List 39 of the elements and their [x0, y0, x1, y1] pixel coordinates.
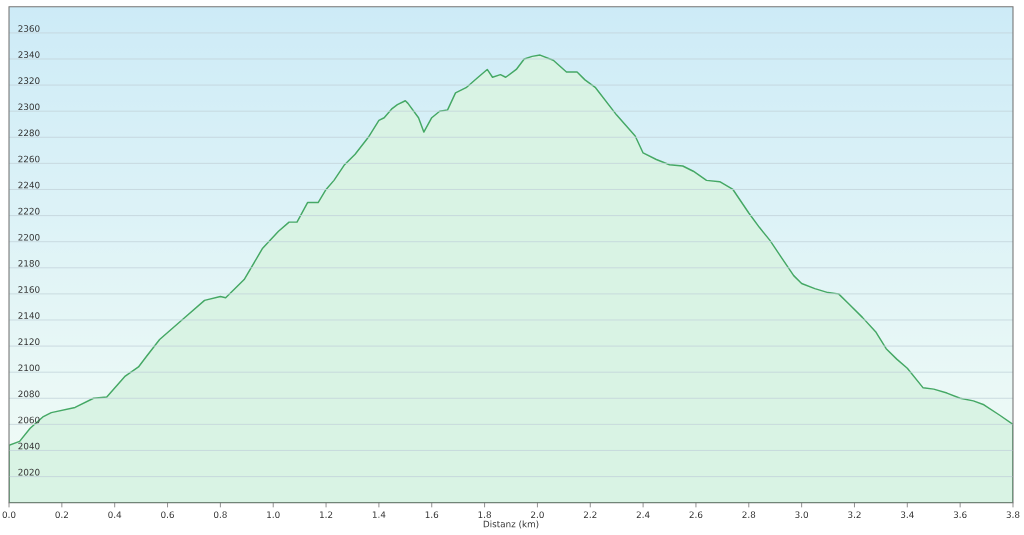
- y-tick-label: 2240: [18, 181, 40, 189]
- x-tick-label: 1.8: [478, 511, 491, 519]
- x-tick-label: 1.6: [425, 511, 439, 519]
- y-tick-label: 2280: [18, 129, 40, 137]
- x-tick-label: 3.2: [848, 511, 861, 519]
- x-tick-label: 0.8: [213, 511, 227, 519]
- y-tick-label: 2120: [18, 338, 40, 346]
- x-tick-label: 3.8: [1006, 511, 1020, 519]
- x-tick-label: 3.0: [795, 511, 809, 519]
- y-tick-label: 2040: [18, 442, 40, 450]
- x-tick-label: 0.0: [2, 511, 16, 519]
- x-tick-label: 0.4: [108, 511, 122, 519]
- y-tick-label: 2180: [18, 260, 40, 267]
- y-tick-label: 2160: [18, 286, 40, 293]
- x-tick-label: 2.4: [636, 511, 650, 518]
- x-tick-label: 3.6: [953, 511, 967, 519]
- y-tick-label: 2020: [18, 468, 40, 476]
- x-tick-label: 2.0: [531, 511, 544, 519]
- x-tick-label: 0.2: [55, 511, 68, 519]
- y-tick-label: 2320: [18, 77, 40, 85]
- y-tick-label: 2220: [18, 207, 40, 215]
- x-tick-label: 2.8: [742, 511, 756, 519]
- x-tick-label: 1.2: [320, 511, 333, 518]
- y-tick-label: 2100: [18, 364, 40, 372]
- y-tick-label: 2300: [18, 103, 40, 111]
- x-tick-label: 1.0: [267, 511, 280, 519]
- x-tick-label: 2.6: [689, 511, 703, 519]
- x-tick-label: 3.4: [900, 511, 914, 519]
- y-tick-label: 2140: [18, 312, 40, 319]
- y-tick-label: 2080: [18, 390, 40, 398]
- y-tick-label: 2200: [18, 233, 40, 241]
- y-tick-label: 2340: [18, 51, 40, 58]
- x-axis-title: Distanz (km): [483, 520, 539, 529]
- y-tick-label: 2060: [18, 416, 40, 424]
- x-tick-label: 1.4: [372, 511, 386, 518]
- y-tick-label: 2260: [18, 155, 40, 163]
- x-tick-label: 0.6: [161, 511, 174, 519]
- x-tick-label: 2.2: [583, 511, 597, 518]
- y-tick-label: 2360: [18, 25, 40, 32]
